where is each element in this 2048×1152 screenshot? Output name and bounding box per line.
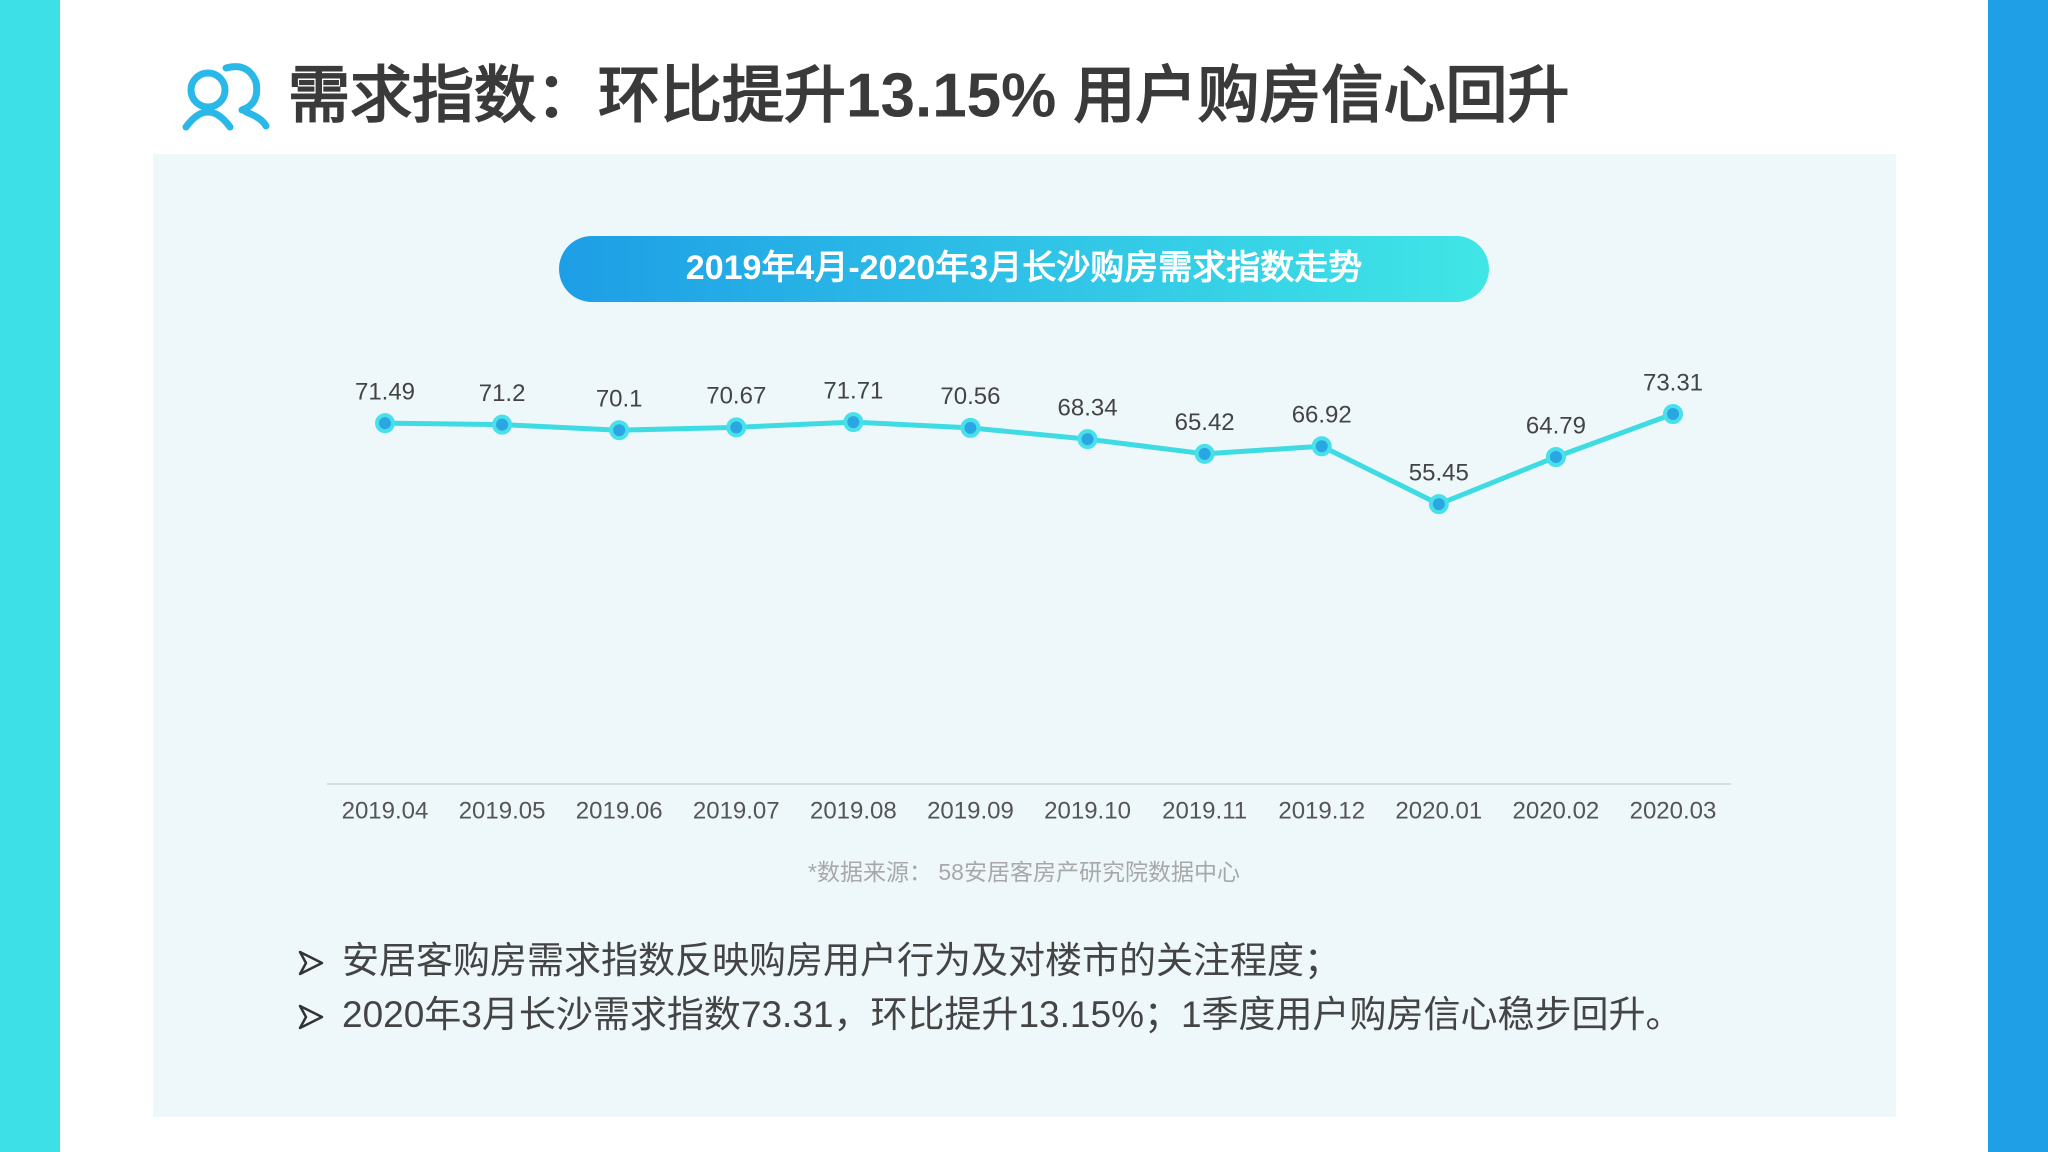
bullet-arrow [298,950,324,976]
value-label: 66.92 [1292,402,1352,429]
value-label: 68.34 [1058,394,1118,421]
x-tick-label: 2019.08 [810,797,897,824]
value-label: 71.71 [823,377,883,404]
data-point [843,412,864,433]
notes: 安居客购房需求指数反映购房用户行为及对楼市的关注程度； 2020年3月长沙需求指数… [298,940,1683,1035]
data-point [492,414,513,435]
chart-title-pill [559,236,1489,302]
note-text: 2020年3月长沙需求指数73.31，环比提升13.15%；1季度用户购房信心稳… [342,994,1683,1035]
chart-title: 2019年4月-2020年3月长沙购房需求指数走势 [686,249,1362,287]
x-tick-label: 2019.10 [1044,797,1131,824]
x-tick-label: 2019.09 [927,797,1014,824]
x-tick-label: 2019.11 [1162,797,1247,824]
panel [153,154,1896,1117]
value-label: 70.56 [940,383,1000,410]
data-point [726,417,747,438]
value-label: 55.45 [1409,459,1469,486]
data-point [1311,436,1332,457]
x-tick-label: 2019.12 [1278,797,1365,824]
data-point [1545,447,1566,468]
bullet-arrow [298,1004,324,1030]
x-tick-label: 2019.05 [459,797,546,824]
value-label: 71.49 [355,379,415,406]
value-label: 65.42 [1175,409,1235,436]
data-point [375,413,395,434]
x-tick-label: 2020.02 [1513,797,1600,824]
x-tick-label: 2019.04 [342,797,429,824]
data-line [384,411,1674,507]
data-point [960,417,981,438]
value-label: 73.31 [1643,369,1703,396]
page-title: 需求指数：环比提升13.15% 用户购房信心回升 [288,61,1570,130]
value-label: 71.2 [479,380,526,407]
x-tick-label: 2019.06 [576,797,663,824]
data-point [1194,443,1215,464]
value-label: 70.1 [596,386,643,413]
value-label: 64.79 [1526,412,1586,439]
data-point [1077,429,1098,450]
data-point [1428,494,1449,515]
data-point [1663,404,1683,425]
left-band [0,0,60,1152]
data-point [609,420,630,441]
x-tick-label: 2019.07 [693,797,780,824]
value-label: 70.67 [706,383,766,410]
x-tick-label: 2020.03 [1630,797,1717,824]
people-icon [182,63,270,131]
right-band [1988,0,2048,1152]
x-tick-label: 2020.01 [1395,797,1482,824]
note-text: 安居客购房需求指数反映购房用户行为及对楼市的关注程度； [342,940,1341,981]
source-note: *数据来源： 58安居客房产研究院数据中心 [808,859,1240,885]
